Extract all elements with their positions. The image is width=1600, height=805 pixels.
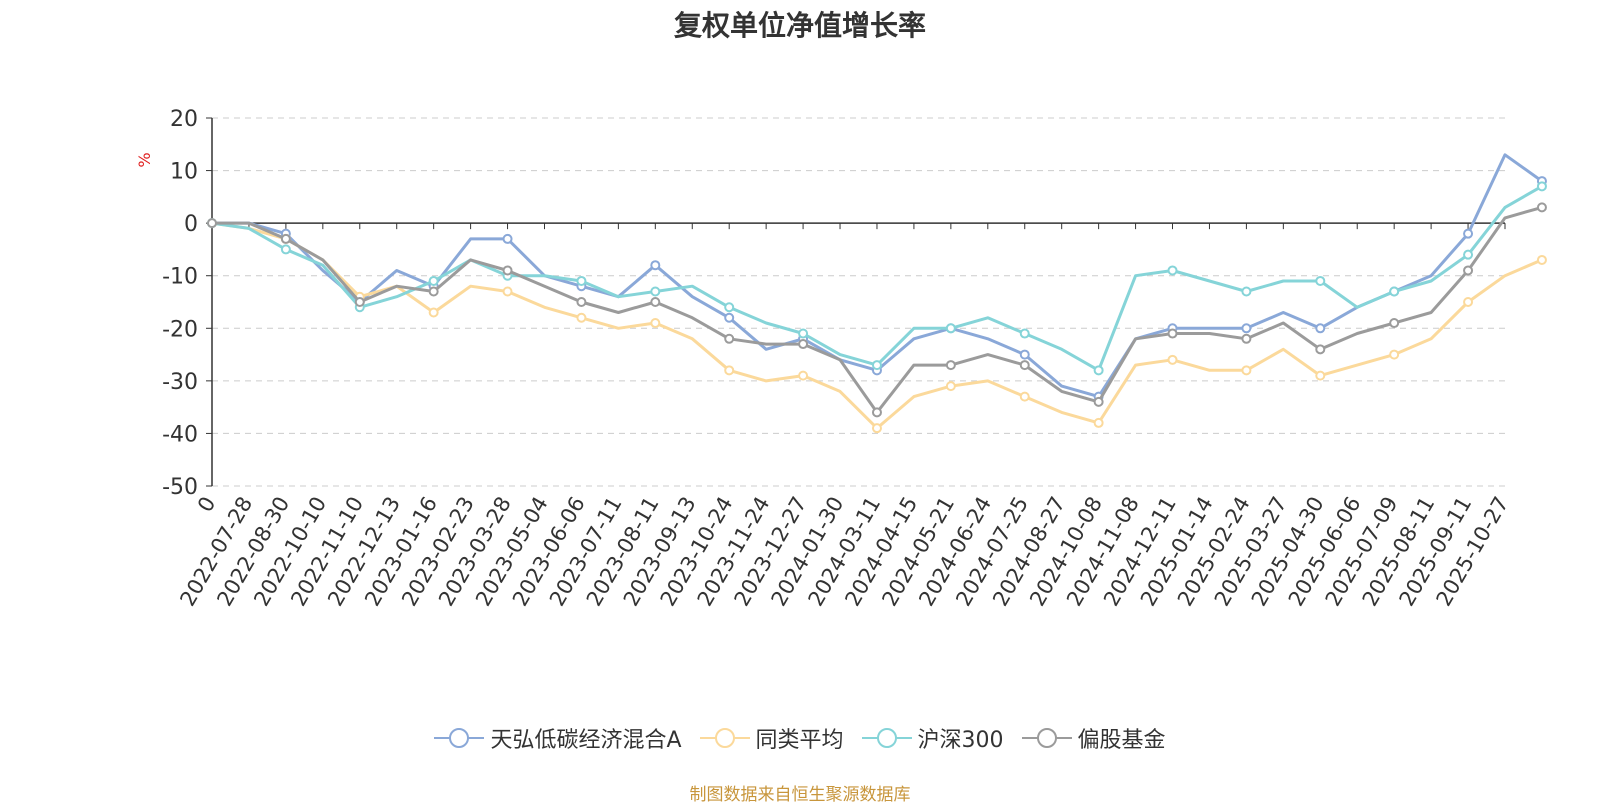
legend-swatch-3	[1021, 728, 1072, 748]
series-1-point-12	[650, 318, 661, 329]
series-1-point-8	[502, 286, 513, 297]
series-2-point-16	[798, 328, 809, 339]
series-2-point-22	[1019, 328, 1030, 339]
y-tick-label-0: 20	[170, 107, 198, 132]
series-2-point-32	[1389, 286, 1400, 297]
y-tick-label-4: -20	[162, 317, 198, 342]
series-2-point-18	[871, 360, 882, 371]
legend-label-2: 沪深300	[917, 728, 1004, 753]
legend-label-1: 同类平均	[755, 728, 844, 753]
legend-item-0[interactable]: 天弘低碳经济混合A	[434, 722, 682, 754]
series-0-point-34	[1463, 228, 1474, 239]
series-2-point-12	[650, 286, 661, 297]
legend-item-3[interactable]: 偏股基金	[1021, 722, 1166, 754]
grid-layer	[212, 117, 1505, 487]
series-0-point-8	[502, 233, 513, 244]
series-1-point-30	[1315, 370, 1326, 381]
legend-label-0: 天弘低碳经济混合A	[490, 728, 682, 753]
series-2-point-30	[1315, 275, 1326, 286]
series-0-point-28	[1241, 323, 1252, 334]
legend-item-2[interactable]: 沪深300	[861, 722, 1004, 754]
series-layer	[207, 153, 1547, 434]
series-1-point-22	[1019, 391, 1030, 402]
y-tick-label-5: -30	[162, 370, 198, 395]
series-1-point-10	[576, 312, 587, 323]
legend-swatch-1	[699, 728, 750, 748]
series-1-point-34	[1463, 297, 1474, 307]
series-3-point-8	[502, 265, 513, 276]
legend-swatch-0	[434, 728, 485, 748]
series-2-point-36	[1536, 181, 1547, 192]
series-1-point-16	[798, 370, 809, 381]
series-1-point-26	[1167, 354, 1178, 365]
series-3-point-2	[280, 233, 291, 244]
series-3-point-36	[1536, 202, 1547, 213]
series-2-point-14	[724, 302, 735, 313]
series-1-point-28	[1241, 365, 1252, 376]
series-0-point-22	[1019, 349, 1030, 360]
series-0-point-30	[1315, 323, 1326, 334]
series-3-point-20	[945, 360, 956, 371]
legend-swatch-2	[861, 728, 912, 748]
series-3-point-0	[207, 218, 217, 229]
series-2-point-34	[1463, 249, 1474, 260]
series-2-point-2	[280, 244, 291, 255]
series-line-3	[212, 205, 1543, 414]
series-3-point-32	[1389, 318, 1400, 329]
series-3-point-16	[798, 339, 809, 350]
series-3-point-26	[1167, 328, 1178, 339]
series-3-point-30	[1315, 344, 1326, 355]
series-1-point-18	[871, 423, 882, 434]
series-1-point-36	[1536, 254, 1547, 265]
series-3-point-14	[724, 333, 735, 344]
series-3-point-6	[428, 286, 439, 297]
source-note: 制图数据来自恒生聚源数据库	[689, 785, 911, 805]
legend-item-1[interactable]: 同类平均	[699, 722, 844, 754]
series-3-point-4	[354, 297, 365, 307]
y-tick-label-1: 10	[170, 160, 198, 185]
y-tick-label-3: -10	[162, 265, 198, 290]
y-axis-label: %	[135, 152, 154, 167]
y-tick-label-6: -40	[162, 422, 198, 447]
series-1-point-14	[724, 365, 735, 376]
series-0-point-12	[650, 260, 661, 271]
series-3-point-18	[871, 407, 882, 418]
series-2-point-6	[428, 275, 439, 286]
series-3-point-24	[1093, 396, 1104, 407]
series-3-point-22	[1019, 360, 1030, 371]
series-line-1	[211, 221, 1543, 430]
series-2-point-24	[1093, 365, 1104, 376]
series-2-point-20	[945, 323, 956, 334]
y-tick-label-7: -50	[162, 475, 198, 500]
series-3-point-10	[576, 297, 587, 307]
series-2-point-28	[1241, 286, 1252, 297]
series-1-point-6	[428, 307, 439, 318]
series-2-point-26	[1167, 265, 1178, 276]
y-tick-label-2: 0	[184, 212, 198, 237]
legend: 天弘低碳经济混合A 同类平均 沪深300 偏股基金	[0, 722, 1600, 754]
x-tick-label-0: 0	[193, 493, 220, 517]
series-3-point-12	[650, 297, 661, 307]
series-3-point-34	[1463, 265, 1474, 276]
chart-title: 复权单位净值增长率	[673, 9, 926, 42]
series-1-point-20	[945, 381, 956, 392]
series-1-point-32	[1389, 349, 1400, 360]
series-0-point-14	[724, 312, 735, 323]
series-2-point-10	[576, 275, 587, 286]
series-3-point-28	[1241, 333, 1252, 344]
series-1-point-24	[1093, 417, 1104, 428]
legend-label-3: 偏股基金	[1077, 728, 1166, 753]
